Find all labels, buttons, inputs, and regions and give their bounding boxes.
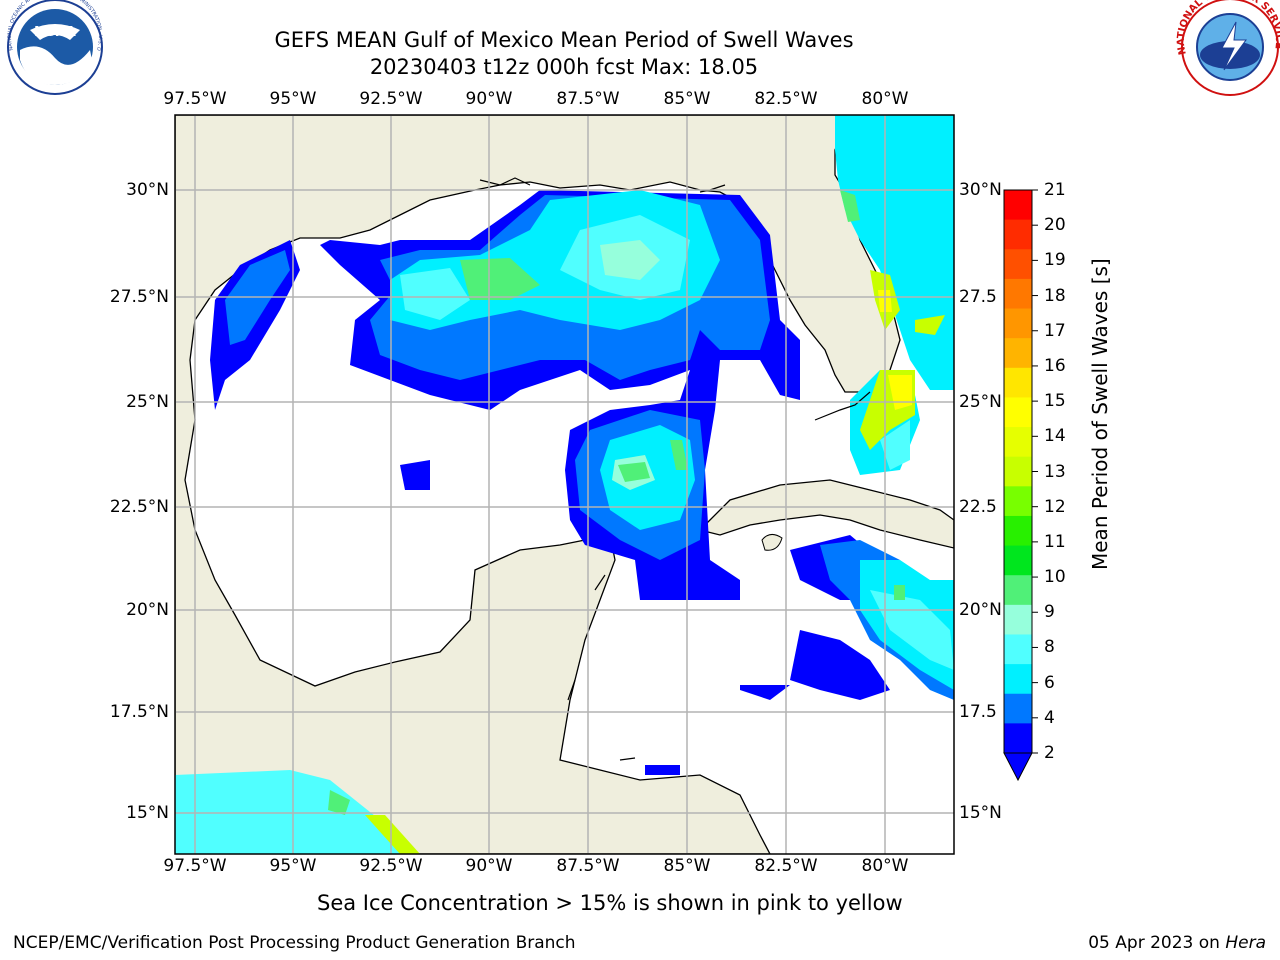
lat-label-right: 20°N: [959, 600, 1002, 620]
colorbar-segment: [1004, 664, 1032, 695]
colorbar-segment: [1004, 278, 1032, 310]
lat-label-left: 20°N: [126, 600, 169, 620]
colorbar-tick-label: 15: [1044, 391, 1066, 412]
isla-juventud: [761, 534, 783, 551]
colorbar-tick-label: 11: [1044, 531, 1066, 552]
colorbar-tick-label: 21: [1044, 180, 1066, 200]
footer-date-text: 05 Apr 2023 on: [1088, 933, 1226, 953]
lon-label-bottom: 80°W: [861, 856, 909, 876]
colorbar-extend: [1003, 752, 1033, 782]
colorbar-tick-label: 12: [1044, 496, 1066, 517]
colorbar-segment: [1004, 219, 1032, 250]
lon-label-bottom: 85°W: [663, 856, 711, 876]
lat-label-left: 15°N: [126, 803, 169, 823]
colorbar-tick-label: 2: [1044, 743, 1055, 763]
colorbar: [1003, 189, 1038, 782]
lon-label-top: 97.5°W: [163, 89, 227, 109]
lon-label-top: 90°W: [465, 89, 513, 109]
colorbar-segment: [1004, 545, 1032, 576]
lon-label-bottom: 95°W: [269, 856, 317, 876]
lat-label-left: 25°N: [126, 392, 169, 412]
colorbar-segment: [1004, 515, 1032, 547]
lon-label-bottom: 97.5°W: [163, 856, 227, 876]
colorbar-tick-label: 20: [1044, 215, 1066, 236]
colorbar-tick-label: 19: [1044, 250, 1066, 271]
colorbar-segment: [1004, 486, 1032, 517]
lat-label-right: 25°N: [959, 392, 1002, 412]
colorbar-segment: [1004, 308, 1032, 339]
colorbar-segment: [1004, 575, 1032, 606]
lat-label-right: 22.5: [959, 497, 997, 517]
lon-label-top: 87.5°W: [556, 89, 620, 109]
lat-label-right: 15°N: [959, 803, 1002, 823]
colorbar-tick-label: 16: [1044, 355, 1066, 376]
lat-label-left: 17.5°N: [109, 702, 169, 722]
colorbar-segment: [1004, 456, 1032, 487]
colorbar-tick-label: 13: [1044, 461, 1066, 482]
colorbar-segment: [1004, 249, 1032, 280]
lon-label-top: 82.5°W: [754, 89, 818, 109]
lon-label-bottom: 90°W: [465, 856, 513, 876]
chart-subtitle: 20230403 t12z 000h fcst Max: 18.05: [369, 55, 759, 79]
sea-ice-note: Sea Ice Concentration > 15% is shown in …: [317, 891, 903, 915]
colorbar-tick-label: 17: [1044, 320, 1066, 341]
map-border: [174, 114, 955, 855]
colorbar-segment: [1004, 604, 1032, 635]
footer-branch: NCEP/EMC/Verification Post Processing Pr…: [13, 933, 576, 953]
lon-label-top: 85°W: [663, 89, 711, 109]
cuba-island: [698, 479, 954, 549]
lat-label-left: 22.5°N: [109, 497, 169, 517]
colorbar-segment: [1004, 723, 1032, 754]
lat-label-right: 30°N: [959, 180, 1002, 200]
lon-label-top: 92.5°W: [359, 89, 423, 109]
footer-date: 05 Apr 2023 on Hera: [1088, 933, 1266, 953]
map-gridlines: [175, 115, 954, 854]
colorbar-tick-label: 6: [1044, 672, 1055, 693]
lat-label-right: 17.5: [959, 702, 997, 722]
colorbar-tick-label: 8: [1044, 637, 1055, 658]
map-area: [175, 115, 954, 854]
colorbar-tick-label: 9: [1044, 602, 1055, 623]
lon-label-bottom: 82.5°W: [754, 856, 818, 876]
chart-title: GEFS MEAN Gulf of Mexico Mean Period of …: [274, 28, 854, 52]
colorbar-tick-label: 10: [1044, 567, 1066, 588]
colorbar-segment: [1004, 427, 1032, 458]
colorbar-segment: [1004, 367, 1032, 398]
noaa-logo-text: NOAA: [34, 25, 76, 40]
lat-label-left: 30°N: [126, 180, 169, 200]
nws-logo: NATIONAL WEATHER SERVICE: [1176, 0, 1280, 96]
colorbar-segment: [1004, 634, 1032, 665]
colorbar-tick-label: 18: [1044, 285, 1066, 306]
colorbar-segment: [1004, 190, 1032, 221]
colorbar-label: Mean Period of Swell Waves [s]: [1088, 258, 1112, 570]
colorbar-segment: [1004, 693, 1032, 724]
swell-shading: [175, 115, 954, 854]
footer-host: Hera: [1225, 933, 1266, 953]
lat-label-left: 27.5°N: [109, 287, 169, 307]
lon-label-bottom: 87.5°W: [556, 856, 620, 876]
lat-label-right: 27.5: [959, 287, 997, 307]
lon-label-top: 80°W: [861, 89, 909, 109]
colorbar-segment: [1004, 397, 1032, 428]
colorbar-tick-label: 14: [1044, 426, 1066, 447]
lon-label-bottom: 92.5°W: [359, 856, 423, 876]
colorbar-segment: [1004, 338, 1032, 369]
lon-label-top: 95°W: [269, 89, 317, 109]
colorbar-tick-label: 4: [1044, 707, 1055, 728]
noaa-logo: NOAA NATIONAL OCEANIC AND ATMOSPHERIC AD…: [0, 0, 103, 95]
